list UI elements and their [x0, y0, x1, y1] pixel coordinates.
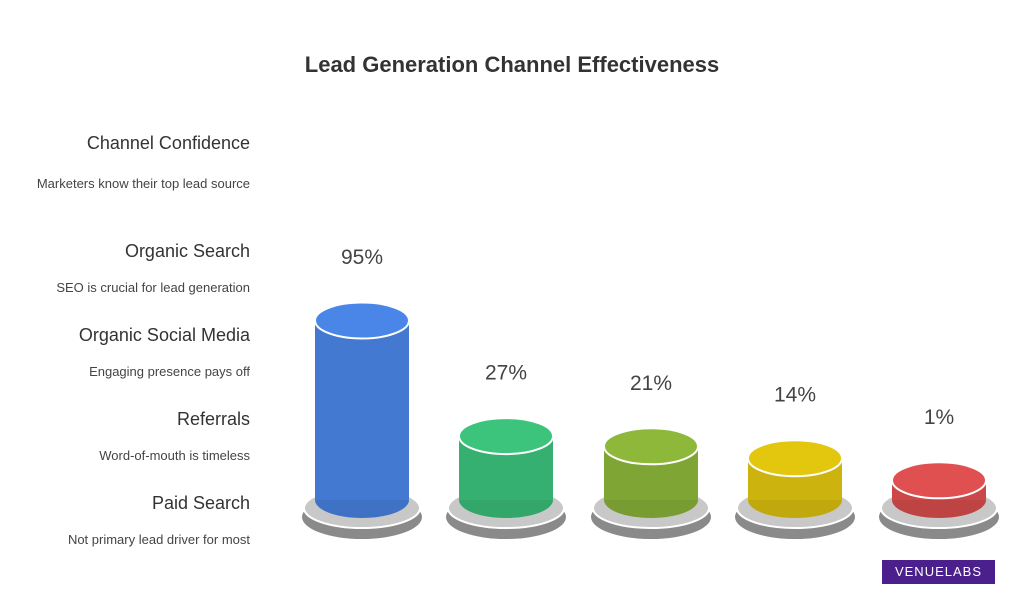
value-label: 21%	[630, 372, 672, 395]
cylinder-top	[747, 439, 843, 478]
category-label: Paid Search	[151, 493, 250, 513]
value-label: 95%	[341, 246, 383, 269]
cylinder-top	[458, 417, 554, 456]
category-description: Not primary lead driver for most	[67, 532, 250, 547]
category-description: Marketers know their top lead source	[36, 176, 250, 191]
cylinder-top	[891, 461, 987, 500]
category-description: SEO is crucial for lead generation	[56, 280, 250, 295]
value-label: 27%	[485, 362, 527, 385]
value-label: 14%	[774, 384, 816, 407]
category-label: Referrals	[176, 409, 250, 429]
category-description: Engaging presence pays off	[89, 364, 250, 379]
cylinder-body	[315, 320, 409, 500]
cylinder	[603, 427, 699, 518]
watermark: VENUELABS	[882, 560, 995, 584]
chart-title: Lead Generation Channel Effectiveness	[305, 52, 719, 77]
cylinder	[314, 301, 410, 518]
category-label: Channel Confidence	[86, 133, 250, 153]
cylinder-top	[314, 301, 410, 340]
category-label: Organic Social Media	[78, 325, 250, 345]
cylinder	[891, 461, 987, 518]
cylinder	[458, 417, 554, 518]
category-description: Word-of-mouth is timeless	[99, 448, 250, 463]
category-label: Organic Search	[124, 241, 250, 261]
value-label: 1%	[924, 406, 954, 429]
cylinder	[747, 439, 843, 518]
cylinder-top	[603, 427, 699, 466]
